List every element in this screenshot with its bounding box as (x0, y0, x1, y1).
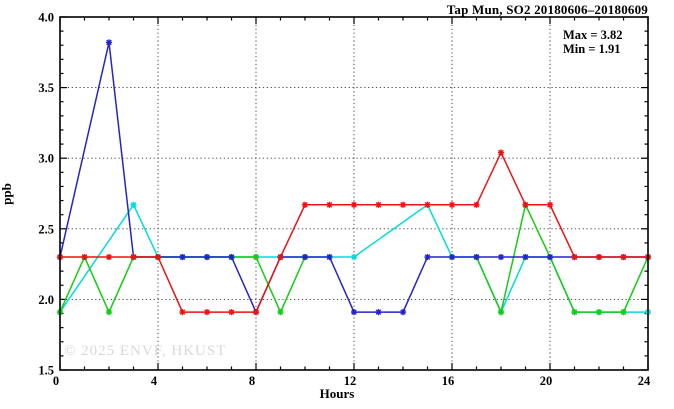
x-tick-label: 8 (249, 374, 255, 388)
watermark-text: © 2025 ENVF, HKUST (64, 343, 227, 359)
x-tick-label: 16 (442, 374, 455, 388)
chart-title: Tap Mun, SO2 20180606–20180609 (446, 2, 648, 17)
x-tick-label: 12 (344, 374, 357, 388)
x-tick-label: 20 (540, 374, 553, 388)
y-tick-label: 4.0 (38, 11, 54, 25)
y-tick-label: 3.0 (38, 152, 54, 166)
max-value-label: Max = 3.82 (563, 28, 623, 42)
series-green-markers (56, 253, 309, 316)
x-tick-label: 24 (638, 374, 651, 388)
min-value-label: Min = 1.91 (563, 42, 621, 56)
y-tick-label: 2.0 (38, 293, 54, 307)
x-axis-label: Hours (319, 386, 355, 401)
y-tick-label: 2.5 (38, 222, 54, 236)
x-tick-label: 4 (151, 374, 158, 388)
x-tick-label: 0 (53, 374, 59, 388)
series-green-line (475, 202, 649, 315)
stats-annotation: Max = 3.82 Min = 1.91 (563, 28, 623, 56)
y-tick-label: 3.5 (38, 81, 54, 95)
y-tick-label: 1.5 (38, 364, 54, 378)
series-blue-line (59, 42, 648, 314)
y-axis-label: ppb (0, 183, 14, 205)
plot-border (59, 16, 649, 371)
